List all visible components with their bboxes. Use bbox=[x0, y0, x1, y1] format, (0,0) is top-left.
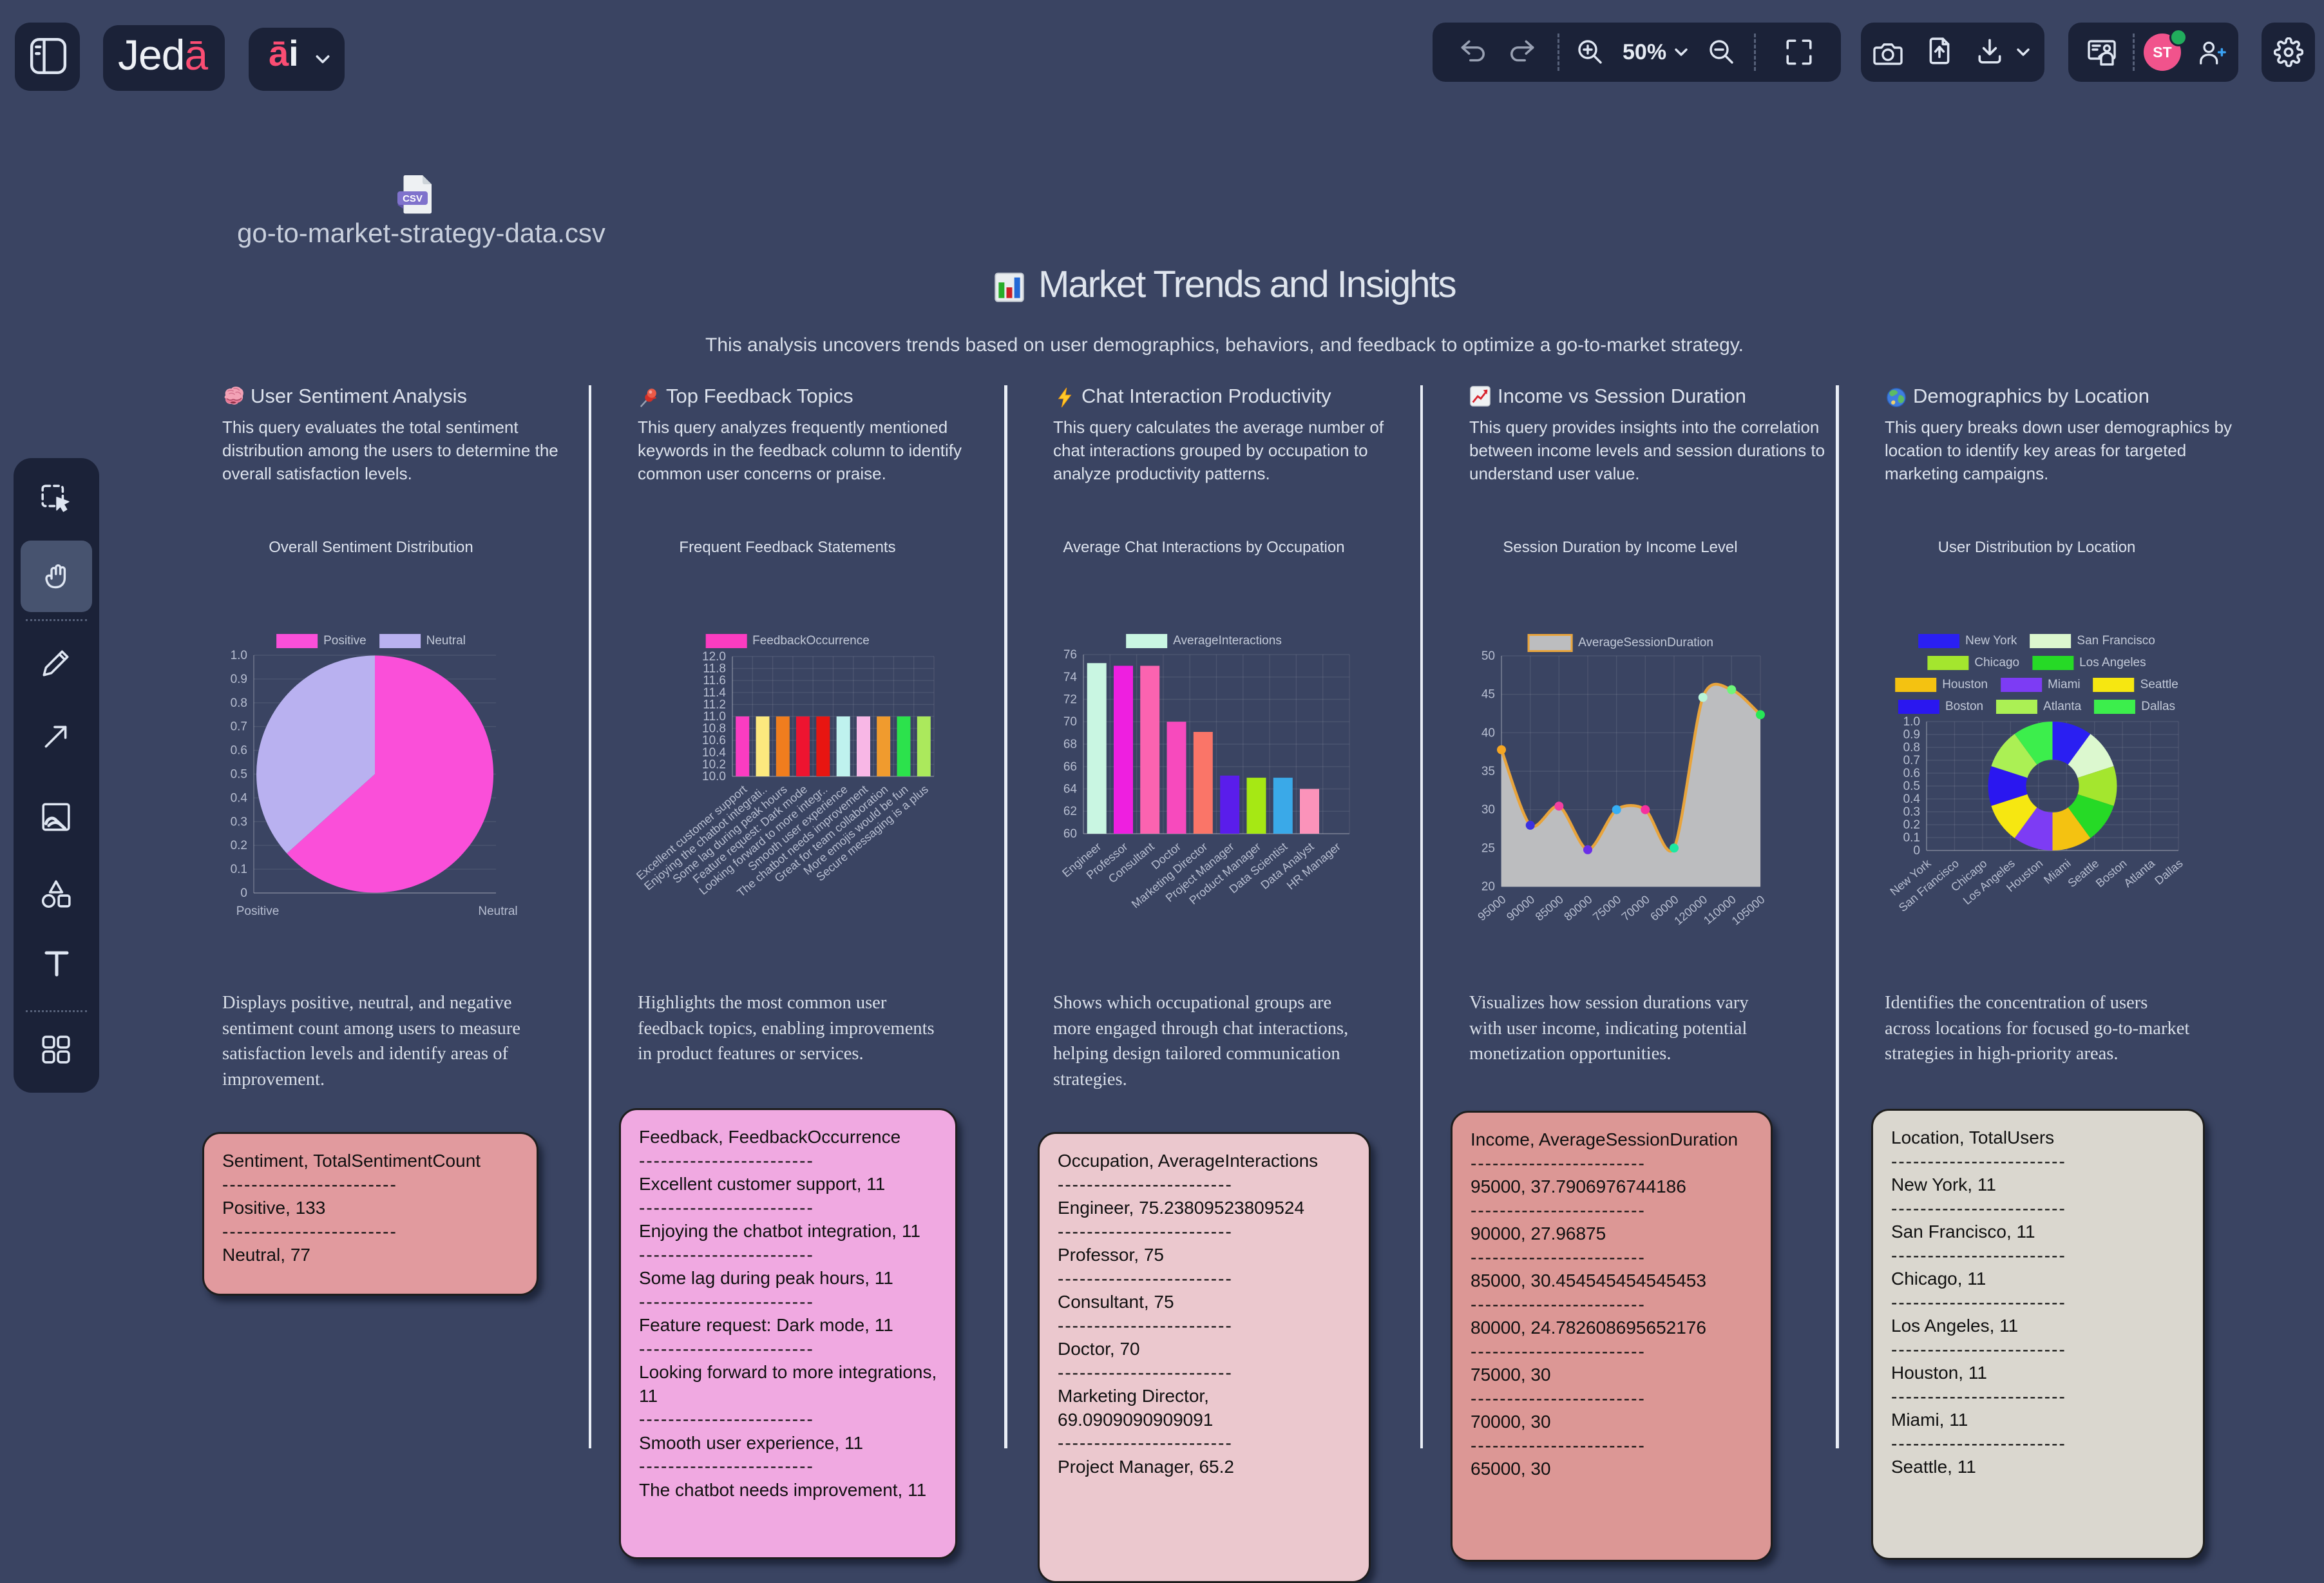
svg-text:0.5: 0.5 bbox=[1903, 780, 1920, 793]
svg-text:0.9: 0.9 bbox=[1903, 728, 1920, 742]
svg-text:72: 72 bbox=[1063, 693, 1077, 707]
svg-text:Boston: Boston bbox=[2093, 857, 2129, 890]
svg-text:0.1: 0.1 bbox=[231, 863, 247, 876]
svg-text:68: 68 bbox=[1063, 738, 1077, 751]
svg-text:0.2: 0.2 bbox=[1903, 818, 1920, 832]
svg-text:0.4: 0.4 bbox=[231, 791, 248, 805]
svg-text:0.8: 0.8 bbox=[231, 696, 247, 710]
svg-text:0: 0 bbox=[1913, 844, 1920, 858]
svg-text:0.5: 0.5 bbox=[231, 768, 247, 782]
svg-text:10.8: 10.8 bbox=[702, 722, 726, 736]
svg-text:Positive: Positive bbox=[236, 905, 280, 918]
svg-text:11.6: 11.6 bbox=[703, 674, 726, 687]
svg-text:0.8: 0.8 bbox=[1903, 741, 1920, 754]
svg-text:64: 64 bbox=[1063, 783, 1078, 796]
svg-text:85000: 85000 bbox=[1533, 893, 1566, 924]
svg-text:0: 0 bbox=[240, 887, 247, 900]
svg-text:74: 74 bbox=[1063, 671, 1078, 684]
svg-text:10.4: 10.4 bbox=[702, 746, 726, 760]
svg-text:35: 35 bbox=[1481, 765, 1495, 778]
svg-text:20: 20 bbox=[1481, 880, 1495, 894]
svg-text:105000: 105000 bbox=[1729, 893, 1767, 928]
svg-text:90000: 90000 bbox=[1504, 893, 1537, 924]
svg-text:80000: 80000 bbox=[1561, 893, 1594, 924]
svg-text:10.6: 10.6 bbox=[702, 734, 726, 747]
svg-text:0.7: 0.7 bbox=[231, 720, 247, 734]
svg-text:1.0: 1.0 bbox=[231, 649, 247, 662]
svg-text:50: 50 bbox=[1481, 649, 1495, 663]
svg-text:CSV: CSV bbox=[403, 193, 423, 204]
svg-text:45: 45 bbox=[1481, 688, 1495, 702]
svg-text:11.8: 11.8 bbox=[703, 662, 726, 676]
svg-text:0.3: 0.3 bbox=[231, 815, 247, 829]
svg-text:0.4: 0.4 bbox=[1903, 792, 1921, 806]
svg-text:62: 62 bbox=[1063, 805, 1077, 818]
svg-text:Seattle: Seattle bbox=[2065, 857, 2101, 890]
svg-text:11.4: 11.4 bbox=[703, 686, 726, 700]
svg-text:0.7: 0.7 bbox=[1903, 754, 1920, 767]
svg-text:12.0: 12.0 bbox=[702, 650, 726, 664]
svg-text:10.2: 10.2 bbox=[702, 758, 726, 771]
svg-text:76: 76 bbox=[1063, 648, 1077, 662]
svg-text:0.1: 0.1 bbox=[1903, 831, 1920, 845]
svg-text:0.6: 0.6 bbox=[1903, 767, 1920, 780]
svg-text:0.9: 0.9 bbox=[231, 673, 247, 686]
svg-text:11.0: 11.0 bbox=[703, 710, 726, 724]
svg-text:0.3: 0.3 bbox=[1903, 805, 1920, 819]
svg-text:25: 25 bbox=[1481, 841, 1495, 855]
svg-text:66: 66 bbox=[1063, 760, 1077, 774]
svg-text:40: 40 bbox=[1481, 726, 1495, 740]
svg-text:95000: 95000 bbox=[1475, 893, 1508, 924]
svg-text:0.2: 0.2 bbox=[231, 839, 247, 852]
svg-text:Atlanta: Atlanta bbox=[2121, 856, 2158, 890]
svg-text:Dallas: Dallas bbox=[2152, 857, 2185, 887]
svg-text:70: 70 bbox=[1063, 715, 1077, 729]
svg-text:70000: 70000 bbox=[1619, 893, 1652, 924]
svg-text:Neutral: Neutral bbox=[478, 905, 517, 918]
svg-text:1.0: 1.0 bbox=[1903, 715, 1920, 729]
svg-text:75000: 75000 bbox=[1590, 893, 1623, 924]
svg-text:10.0: 10.0 bbox=[702, 770, 726, 783]
svg-text:11.2: 11.2 bbox=[703, 698, 726, 711]
svg-text:120000: 120000 bbox=[1672, 893, 1710, 928]
svg-text:0.6: 0.6 bbox=[231, 744, 247, 758]
svg-text:60: 60 bbox=[1063, 827, 1077, 841]
svg-text:30: 30 bbox=[1481, 803, 1495, 817]
